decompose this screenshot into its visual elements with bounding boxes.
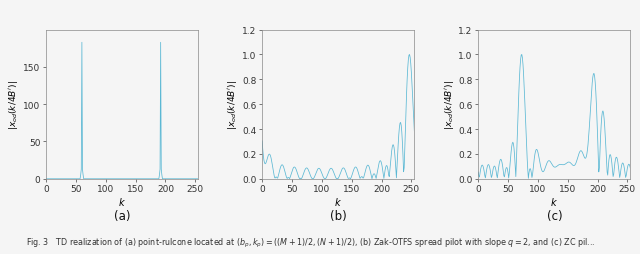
X-axis label: $k$: $k$	[550, 195, 558, 207]
Text: (a): (a)	[114, 210, 131, 223]
Text: (c): (c)	[547, 210, 562, 223]
X-axis label: $k$: $k$	[118, 195, 126, 207]
Text: (b): (b)	[330, 210, 347, 223]
X-axis label: $k$: $k$	[334, 195, 342, 207]
Y-axis label: $|x_{od}(k/4B^\prime)|$: $|x_{od}(k/4B^\prime)|$	[227, 80, 239, 130]
Text: Fig. 3   TD realization of (a) point-rulcone located at $(b_p, k_p) = ((M+1)/2,(: Fig. 3 TD realization of (a) point-rulco…	[26, 236, 595, 249]
Y-axis label: $|x_{od}(k/4B^\prime)|$: $|x_{od}(k/4B^\prime)|$	[442, 80, 456, 130]
Y-axis label: $|x_{od}(k/4B^\prime)|$: $|x_{od}(k/4B^\prime)|$	[8, 80, 20, 130]
